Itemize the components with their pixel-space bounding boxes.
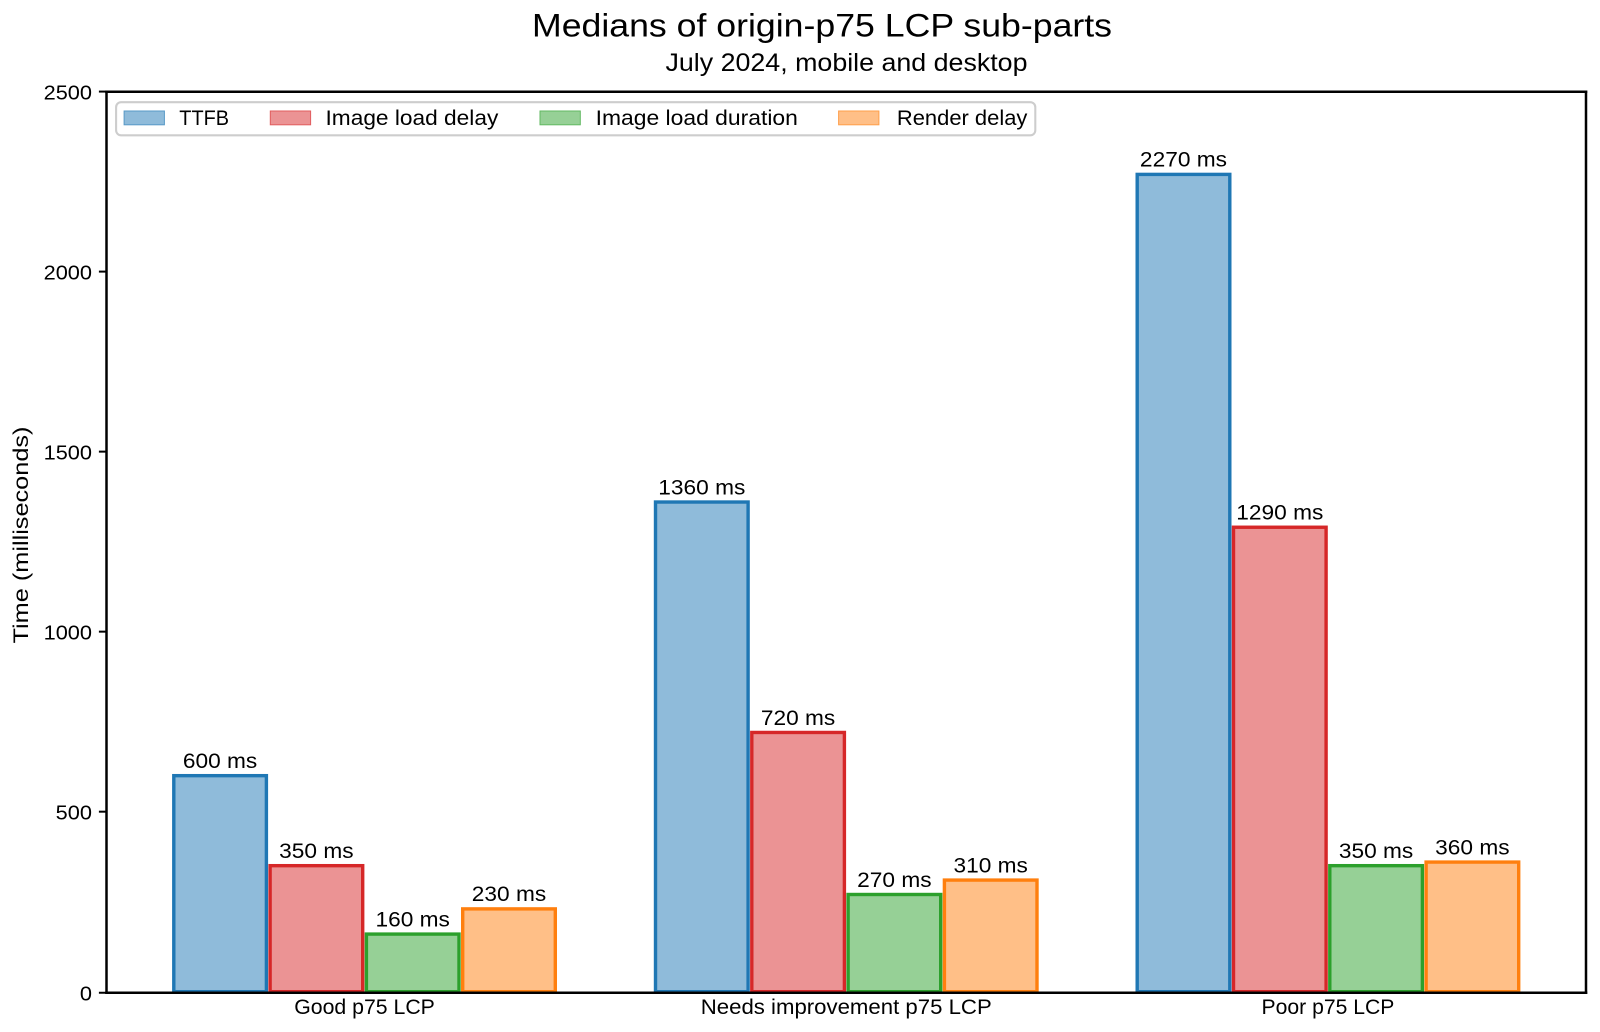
svg-text:230 ms: 230 ms	[472, 883, 546, 906]
svg-text:350 ms: 350 ms	[1339, 840, 1413, 863]
svg-text:500: 500	[56, 802, 92, 824]
svg-text:350 ms: 350 ms	[279, 840, 353, 863]
svg-text:Poor p75 LCP: Poor p75 LCP	[1262, 996, 1395, 1019]
svg-text:Needs improvement p75 LCP: Needs improvement p75 LCP	[701, 996, 992, 1019]
svg-text:Time (milliseconds): Time (milliseconds)	[10, 427, 33, 644]
svg-text:Medians of origin-p75 LCP sub-: Medians of origin-p75 LCP sub-parts	[532, 7, 1112, 43]
svg-text:Image load delay: Image load delay	[326, 107, 499, 130]
svg-text:Good p75 LCP: Good p75 LCP	[294, 996, 435, 1019]
svg-text:720 ms: 720 ms	[761, 707, 835, 730]
svg-text:1000: 1000	[44, 622, 92, 644]
svg-text:1290 ms: 1290 ms	[1236, 502, 1323, 525]
svg-text:0: 0	[80, 983, 92, 1005]
svg-text:310 ms: 310 ms	[954, 854, 1028, 877]
svg-text:1500: 1500	[44, 442, 92, 464]
svg-text:2270 ms: 2270 ms	[1140, 149, 1227, 172]
svg-text:160 ms: 160 ms	[376, 908, 450, 931]
svg-text:1360 ms: 1360 ms	[658, 476, 745, 499]
svg-text:Render delay: Render delay	[897, 107, 1028, 130]
svg-text:Image load duration: Image load duration	[596, 107, 798, 130]
svg-text:July 2024, mobile and desktop: July 2024, mobile and desktop	[666, 49, 1028, 77]
svg-text:2000: 2000	[44, 262, 92, 284]
svg-text:600 ms: 600 ms	[183, 750, 257, 773]
svg-text:360 ms: 360 ms	[1435, 836, 1509, 859]
svg-text:2500: 2500	[44, 82, 92, 104]
svg-text:TTFB: TTFB	[179, 107, 229, 130]
svg-text:270 ms: 270 ms	[857, 869, 931, 892]
